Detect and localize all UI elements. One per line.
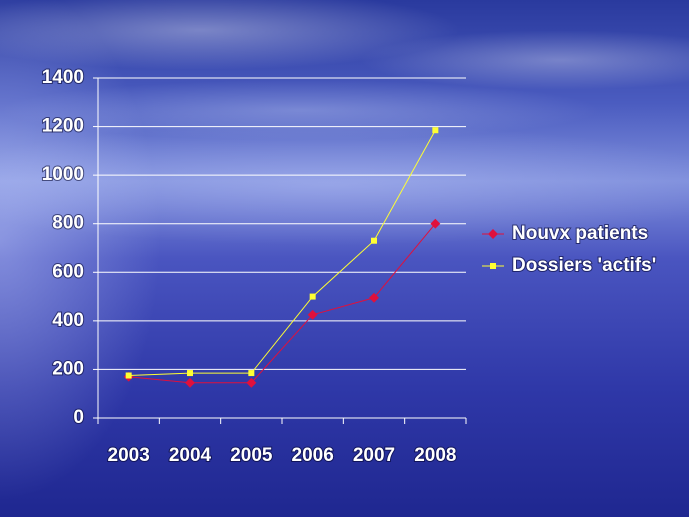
marker: [307, 309, 318, 320]
y-tick-label: 600: [52, 261, 84, 282]
x-tick-label: 2007: [353, 445, 395, 466]
x-tick-label: 2006: [292, 445, 334, 466]
x-tick-label: 2004: [169, 445, 212, 466]
legend-marker: [488, 229, 498, 239]
marker: [371, 237, 377, 244]
x-tick-label: 2005: [230, 445, 273, 466]
series-line: [128, 129, 436, 376]
series-line: [128, 223, 436, 384]
marker: [246, 377, 257, 388]
marker: [248, 370, 255, 377]
marker: [309, 293, 316, 300]
y-tick-label: 400: [52, 310, 84, 331]
marker: [185, 377, 195, 388]
y-tick-label: 200: [52, 358, 84, 379]
marker: [187, 370, 193, 377]
marker: [432, 127, 439, 134]
marker: [125, 372, 132, 379]
x-tick-label: 2008: [414, 445, 456, 466]
marker: [369, 292, 379, 303]
y-tick-label: 1400: [42, 67, 84, 88]
y-tick-label: 1000: [42, 164, 84, 185]
y-tick-label: 800: [52, 213, 84, 234]
marker: [430, 218, 441, 229]
y-tick-label: 0: [73, 407, 84, 428]
legend-label: Nouvx patients: [512, 223, 648, 244]
y-tick-label: 1200: [42, 116, 84, 137]
legend-label: Dossiers 'actifs': [512, 255, 656, 276]
legend-marker: [490, 263, 496, 269]
x-tick-label: 2003: [108, 445, 150, 466]
